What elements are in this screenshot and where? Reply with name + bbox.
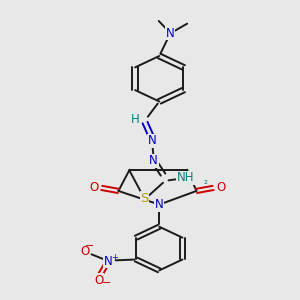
Text: −: − (102, 278, 111, 288)
Text: ₂: ₂ (204, 176, 208, 186)
Text: O: O (94, 274, 104, 286)
Text: S: S (140, 192, 148, 205)
Text: −: − (85, 241, 94, 251)
Text: N: N (148, 134, 156, 147)
Text: N: N (166, 27, 175, 40)
Text: NH: NH (176, 171, 194, 184)
Text: O: O (90, 182, 99, 194)
Text: N: N (155, 198, 164, 211)
Text: O: O (216, 182, 225, 194)
Text: O: O (80, 245, 89, 258)
Text: H: H (131, 113, 140, 126)
Text: N: N (104, 254, 112, 268)
Text: N: N (149, 154, 158, 167)
Text: +: + (112, 253, 118, 262)
